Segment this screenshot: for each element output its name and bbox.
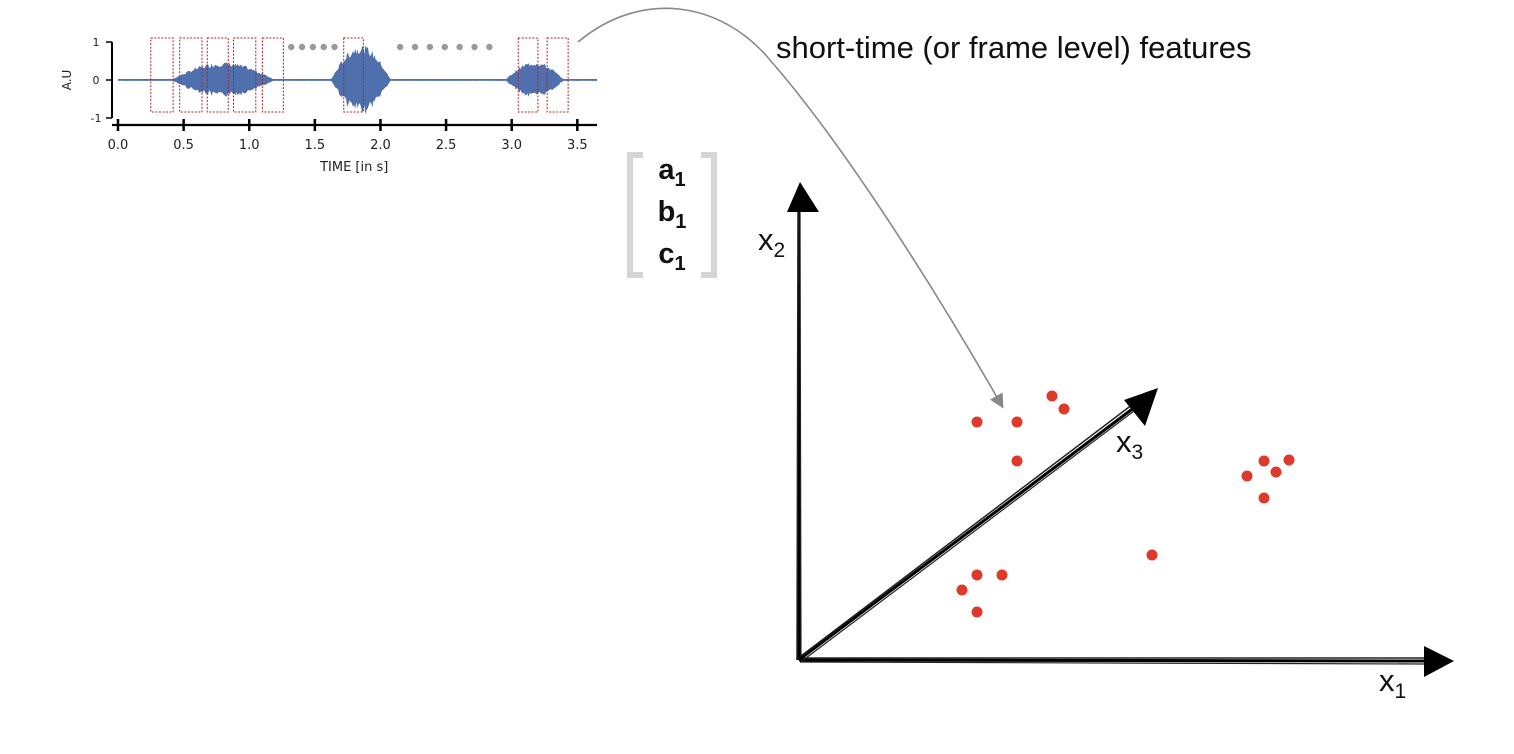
waveform-y-tick-label: 1 [93, 36, 100, 49]
scatter-point [971, 569, 983, 581]
ellipsis-dot [441, 43, 448, 51]
x1-axis-label: x1 [1379, 663, 1407, 704]
ellipsis-dot [331, 43, 338, 51]
waveform-x-tick-label: 3.5 [567, 138, 588, 153]
waveform-y-tick-label: 0 [93, 74, 100, 87]
x2-axis-label: x2 [758, 222, 786, 263]
analysis-frame [517, 37, 539, 113]
waveform-x-tick-label: 2.5 [436, 138, 457, 153]
mapping-arrow [577, 7, 1004, 409]
axis-x2 [787, 182, 819, 661]
scatter-point [1058, 403, 1070, 415]
analysis-frame [261, 37, 284, 113]
analysis-frame [179, 37, 203, 113]
scatter-point [956, 584, 968, 596]
ellipsis-dot [288, 43, 295, 51]
waveform-signal [118, 45, 597, 115]
scatter-point [1258, 492, 1270, 504]
scatter-point [971, 416, 983, 428]
ellipsis-dot [320, 43, 327, 51]
waveform-x-axis-label: TIME [in s] [319, 160, 388, 175]
ellipsis-dot [471, 43, 478, 51]
x3-arrowhead-icon [1124, 388, 1158, 426]
analysis-frame [546, 37, 569, 113]
scatter-point [971, 606, 983, 618]
left-bracket [627, 152, 643, 278]
ellipsis-dot [298, 43, 306, 51]
scatter-point [1283, 454, 1295, 466]
scatter-point [1011, 455, 1023, 467]
feature-entry-a: a1 [658, 154, 686, 191]
analysis-frame [150, 37, 174, 113]
waveform-x-tick-label: 0.0 [108, 138, 129, 153]
scatter-point [1258, 455, 1270, 467]
x2-arrowhead-icon [787, 182, 819, 212]
waveform-x-tick-label: 0.5 [173, 138, 194, 153]
scatter-points [956, 390, 1295, 618]
feature-entry-c: c1 [658, 238, 686, 275]
waveform-x-tick-label: 3.0 [501, 138, 522, 153]
scatter-point [996, 569, 1008, 581]
scatter-point [1011, 416, 1023, 428]
waveform-y-axis-label: A.U [60, 70, 74, 91]
waveform-x-tick-label: 1.0 [239, 138, 260, 153]
scatter-point [1241, 470, 1253, 482]
waveform-y-tick-label: -1 [91, 112, 102, 125]
scatter-point [1146, 549, 1158, 561]
x3-axis-label: x3 [1116, 424, 1144, 465]
ellipsis-dot [426, 43, 434, 51]
waveform-x-tick-label: 2.0 [370, 138, 391, 153]
feature-vector: a1 b1 c1 [622, 150, 722, 278]
waveform-x-tick-label: 1.5 [305, 138, 326, 153]
ellipsis-dot [309, 43, 317, 51]
ellipsis-dot [486, 43, 493, 51]
ellipsis-dot [411, 43, 419, 51]
ellipsis-dot [396, 43, 404, 51]
feature-entry-b: b1 [657, 196, 687, 233]
page-title: short-time (or frame level) features [776, 30, 1252, 65]
scatter-point [1046, 390, 1058, 402]
analysis-frame [232, 37, 257, 113]
right-bracket [701, 152, 717, 278]
axis-x3 [799, 388, 1158, 662]
x1-arrowhead-icon [1424, 646, 1454, 677]
ellipsis-dot [456, 43, 463, 51]
waveform-plot: 1 0 -1 0.0 0.5 1.0 1.5 2.0 2.5 3.0 3.5 TIME [in s] A… [60, 36, 597, 175]
analysis-frame [343, 37, 364, 113]
scatter-point [1270, 466, 1282, 478]
axis-x1 [798, 646, 1454, 677]
analysis-frame [206, 37, 229, 113]
